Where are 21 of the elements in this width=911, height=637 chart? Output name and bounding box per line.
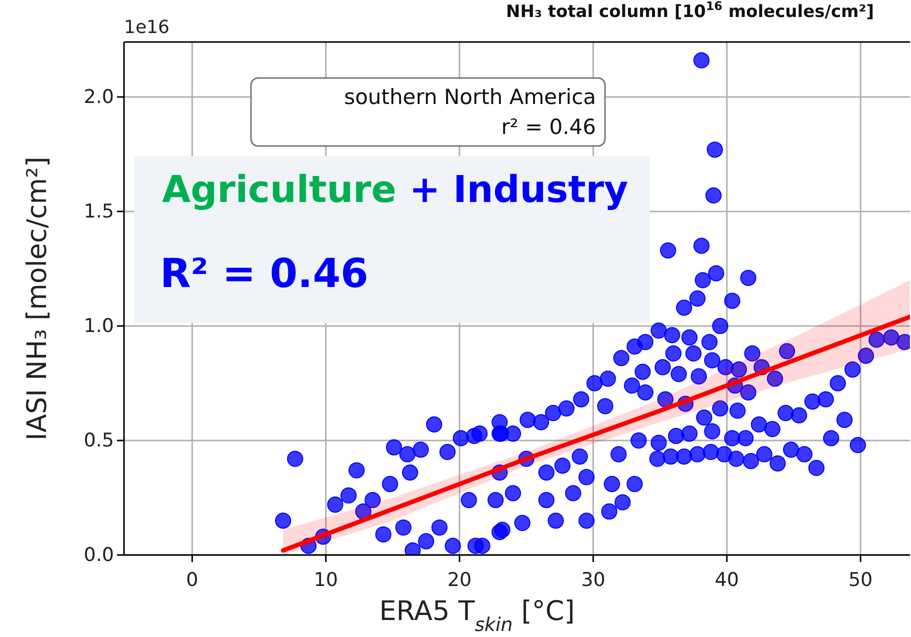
x-tick-label: 0	[186, 568, 198, 591]
annotation: r² = 0.46	[501, 115, 596, 139]
x-tick-label: 10	[314, 568, 338, 591]
x-tick-label: 40	[714, 568, 739, 591]
label-box: southern North America r² = 0.46	[250, 77, 606, 147]
y-tick-label: 1.5	[84, 200, 114, 223]
text: 1e16	[124, 17, 170, 38]
x-tick-label: 20	[447, 568, 472, 591]
y-tick-label: 0.5	[84, 430, 114, 452]
x-axis-title: ERA5 T$_{skin}$ [°C]	[379, 596, 575, 636]
y-tick-label: 0.0	[84, 544, 114, 566]
y-axis-title: IASI NH₃ [molec/cm²]	[22, 156, 53, 440]
y-tick-label: 1.0	[84, 315, 114, 338]
x-tick-label: 30	[581, 568, 606, 591]
annotation: southern North America	[344, 85, 596, 109]
chart-title: NH₃ total column [10$^{16}$ molecules/cm²]	[506, 0, 874, 22]
annotation: Agriculture	[162, 168, 396, 211]
x-tick-label: 50	[848, 568, 873, 591]
y-tick-label: 2.0	[84, 86, 114, 108]
annotation: R² = 0.46	[160, 251, 368, 297]
annotation: + Industry	[396, 168, 628, 211]
